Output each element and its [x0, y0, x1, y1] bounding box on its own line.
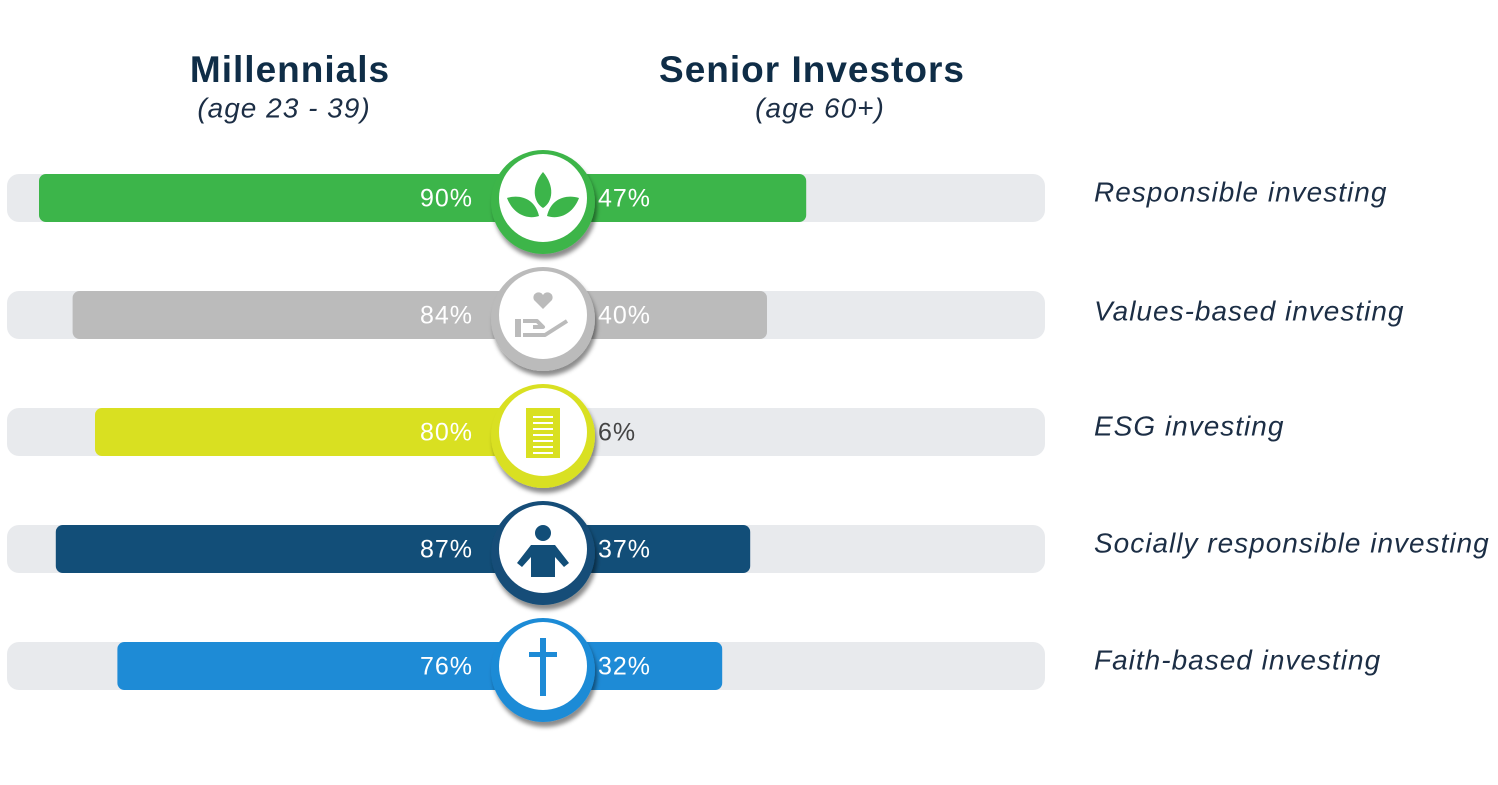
value-label: 37% [598, 536, 651, 564]
value-label: 6% [598, 419, 636, 447]
icon [517, 545, 569, 577]
icon [526, 408, 560, 458]
icon [535, 525, 551, 541]
value-label: 47% [598, 185, 651, 213]
value-label: 76% [420, 653, 473, 681]
bar [55, 525, 544, 573]
value-label: 84% [420, 302, 473, 330]
icon-badge [491, 267, 595, 371]
category-label: Responsible investing [1094, 176, 1387, 207]
series-subtitle: (age 23 - 39) [197, 92, 370, 123]
bar [543, 174, 807, 222]
bar [72, 291, 543, 339]
icon [507, 196, 539, 218]
bar [39, 174, 543, 222]
bar [543, 291, 767, 339]
category-label: Values-based investing [1094, 295, 1404, 326]
icon [540, 638, 546, 696]
series-title: Millennials [190, 49, 390, 90]
icon [547, 196, 579, 218]
category-label: ESG investing [1094, 410, 1284, 441]
icon [523, 319, 569, 337]
bar [543, 525, 751, 573]
bar [95, 408, 543, 456]
icon-badge [491, 501, 595, 605]
icon-badge [491, 384, 595, 488]
icon [515, 319, 521, 337]
icon [533, 292, 553, 309]
category-label: Socially responsible investing [1094, 527, 1490, 558]
icon [534, 172, 552, 208]
value-label: 32% [598, 653, 651, 681]
category-label: Faith-based investing [1094, 644, 1381, 675]
series-title: Senior Investors [659, 49, 965, 90]
icon-badge [491, 618, 595, 722]
value-label: 90% [420, 185, 473, 213]
badge [499, 271, 587, 359]
value-label: 40% [598, 302, 651, 330]
series-subtitle: (age 60+) [755, 92, 885, 123]
value-label: 87% [420, 536, 473, 564]
bar [117, 642, 544, 690]
icon-badge [491, 150, 595, 254]
icon [529, 652, 557, 657]
value-label: 80% [420, 419, 473, 447]
